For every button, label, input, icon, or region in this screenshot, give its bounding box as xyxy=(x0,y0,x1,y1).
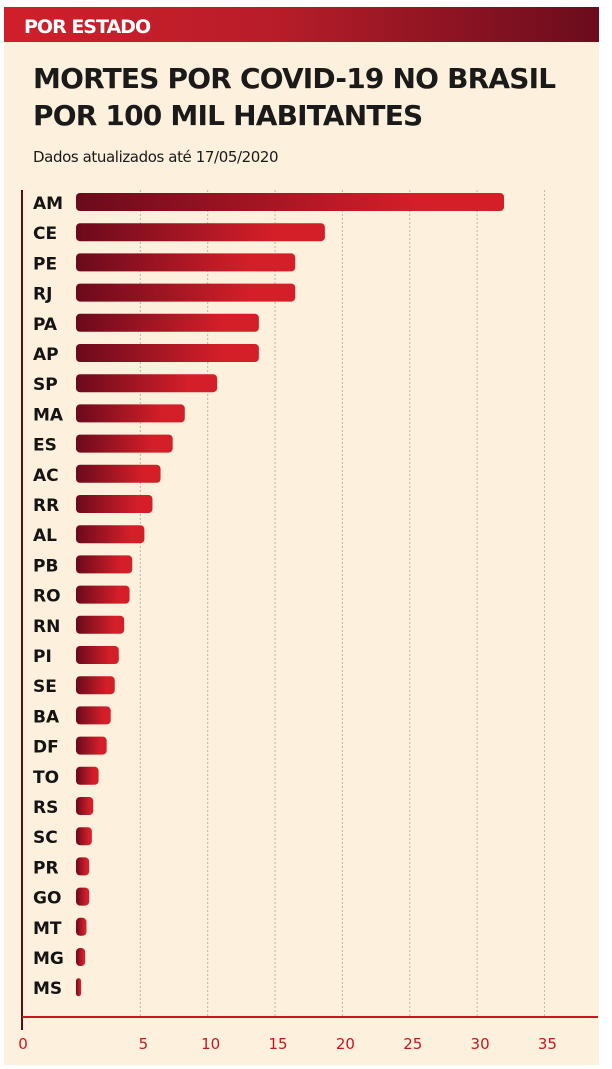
category-label-se: SE xyxy=(33,677,57,697)
bar-ac xyxy=(76,464,161,483)
chart-title-line-2: POR 100 MIL HABITANTES xyxy=(33,99,423,132)
bar-go xyxy=(76,887,90,906)
axes: 0 5 10 15 20 25 30 35 xyxy=(18,190,598,1053)
category-label-rn: RN xyxy=(33,617,60,637)
bar-ms xyxy=(76,978,82,997)
chart-title-line-1: MORTES POR COVID-19 NO BRASIL xyxy=(33,62,556,95)
bar-df xyxy=(76,736,107,755)
category-label-ms: MS xyxy=(33,979,62,999)
x-tick-label-0: 0 xyxy=(18,1035,28,1053)
bar-ap xyxy=(76,344,259,362)
category-label-ba: BA xyxy=(33,707,60,727)
category-label-ap: AP xyxy=(33,345,59,365)
category-label-sc: SC xyxy=(33,828,58,848)
bar-rn xyxy=(76,615,125,634)
category-label-df: DF xyxy=(33,738,59,758)
section-banner: POR ESTADO xyxy=(4,7,599,42)
bar-al xyxy=(76,525,145,544)
category-label-ma: MA xyxy=(33,405,64,425)
bar-ce xyxy=(76,223,325,242)
category-label-ac: AC xyxy=(33,466,59,486)
category-label-am: AM xyxy=(33,194,63,214)
section-label: POR ESTADO xyxy=(24,16,151,38)
bar-pb xyxy=(76,555,133,574)
x-tick-label-35: 35 xyxy=(538,1035,557,1053)
bar-ba xyxy=(76,706,111,725)
category-label-es: ES xyxy=(33,436,57,456)
bar-es xyxy=(76,434,173,453)
bar-to xyxy=(76,766,99,785)
chart-subtitle: Dados atualizados até 17/05/2020 xyxy=(33,148,279,166)
bar-se xyxy=(76,676,115,695)
category-label-go: GO xyxy=(33,889,61,909)
bar-ma xyxy=(76,404,185,423)
bars xyxy=(76,193,505,997)
bar-am xyxy=(76,193,505,211)
bar-rs xyxy=(76,797,94,815)
category-label-rs: RS xyxy=(33,798,58,818)
category-label-ro: RO xyxy=(33,587,61,607)
category-label-pa: PA xyxy=(33,315,58,335)
x-tick-label-25: 25 xyxy=(403,1035,422,1053)
bar-mg xyxy=(76,948,86,966)
bar-sp xyxy=(76,374,218,393)
bar-sc xyxy=(76,827,92,846)
category-label-rj: RJ xyxy=(33,285,52,305)
category-labels: AM CE PE RJ PA AP SP MA ES AC RR AL PB RO RN PI SE BA DF TO… xyxy=(33,194,64,999)
bar-pi xyxy=(76,646,119,664)
x-tick-label-15: 15 xyxy=(269,1035,288,1053)
bar-pe xyxy=(76,253,296,272)
bar-rj xyxy=(76,283,296,302)
category-label-sp: SP xyxy=(33,375,58,395)
category-label-mg: MG xyxy=(33,949,64,969)
x-tick-label-20: 20 xyxy=(336,1035,355,1053)
x-tick-label-30: 30 xyxy=(471,1035,490,1053)
category-label-to: TO xyxy=(33,768,59,788)
bar-mt xyxy=(76,917,87,936)
x-tick-label-5: 5 xyxy=(139,1035,149,1053)
category-label-al: AL xyxy=(33,526,57,546)
bar-rr xyxy=(76,495,153,513)
chart-title: MORTES POR COVID-19 NO BRASIL POR 100 MI… xyxy=(33,60,593,134)
category-label-pe: PE xyxy=(33,254,57,274)
category-label-ce: CE xyxy=(33,224,57,244)
category-label-rr: RR xyxy=(33,496,59,516)
category-label-mt: MT xyxy=(33,919,62,939)
bar-ro xyxy=(76,585,130,604)
bar-pa xyxy=(76,313,259,332)
bar-pr xyxy=(76,857,90,876)
x-tick-label-10: 10 xyxy=(201,1035,220,1053)
category-label-pi: PI xyxy=(33,647,52,667)
category-label-pb: PB xyxy=(33,556,58,576)
category-label-pr: PR xyxy=(33,858,59,878)
